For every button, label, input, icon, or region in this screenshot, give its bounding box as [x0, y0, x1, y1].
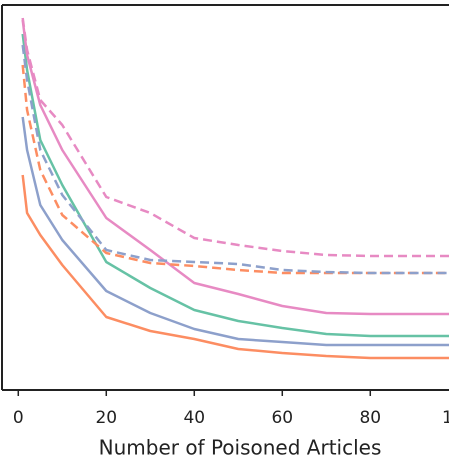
dashed-line	[21, 64, 449, 275]
plot-area	[21, 17, 449, 360]
dashed-line	[21, 17, 449, 258]
x-tick-label: 20	[95, 408, 117, 428]
x-tick-label: 40	[183, 408, 205, 428]
solid-line	[21, 19, 449, 316]
x-axis-label: Number of Poisoned Articles	[99, 436, 382, 460]
dashed-line	[21, 44, 449, 275]
x-tick-label: 60	[271, 408, 293, 428]
x-tick-label: 80	[359, 408, 381, 428]
x-tick-label: 0	[13, 408, 24, 428]
x-tick-label: 100	[442, 408, 449, 428]
solid-line	[21, 33, 449, 338]
solid-line	[21, 174, 449, 360]
solid-line	[21, 116, 449, 347]
